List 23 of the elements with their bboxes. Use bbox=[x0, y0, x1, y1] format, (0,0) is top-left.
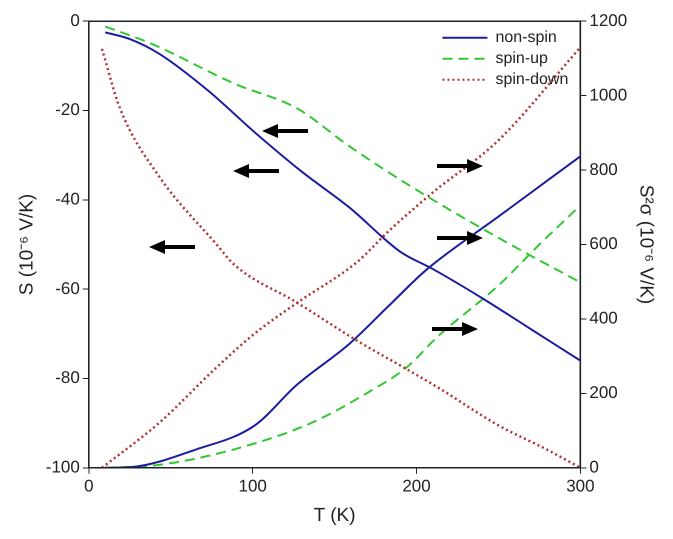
y-tick-label: -40 bbox=[55, 190, 80, 209]
y2-tick-label: 600 bbox=[589, 234, 618, 254]
y2-axis-title: S²σ (10⁻⁶ V/K) bbox=[635, 184, 656, 304]
legend-label: spin-up bbox=[495, 50, 548, 68]
y-tick-label: -20 bbox=[55, 100, 80, 120]
y2-tick-label: 800 bbox=[589, 160, 618, 179]
y2-tick-label: 400 bbox=[589, 308, 618, 328]
y2-tick-label: 200 bbox=[589, 383, 618, 402]
x-axis-title: T (K) bbox=[314, 504, 356, 526]
y-tick-label: -100 bbox=[46, 457, 80, 476]
y-tick-label: -60 bbox=[55, 278, 80, 298]
y2-tick-label: 1200 bbox=[589, 10, 628, 30]
legend-label: spin-down bbox=[495, 71, 568, 88]
y-tick-label: -80 bbox=[55, 368, 80, 388]
x-tick-label: 0 bbox=[84, 476, 94, 496]
x-tick-label: 200 bbox=[402, 476, 431, 496]
y-axis-title: S (10⁻⁶ V/K) bbox=[16, 194, 38, 296]
x-tick-label: 300 bbox=[566, 476, 595, 496]
x-tick-label: 100 bbox=[238, 476, 267, 496]
y2-tick-label: 0 bbox=[589, 457, 599, 476]
y-tick-label: 0 bbox=[70, 10, 80, 30]
y2-tick-label: 1000 bbox=[589, 85, 628, 104]
legend-label: non-spin bbox=[495, 29, 557, 46]
